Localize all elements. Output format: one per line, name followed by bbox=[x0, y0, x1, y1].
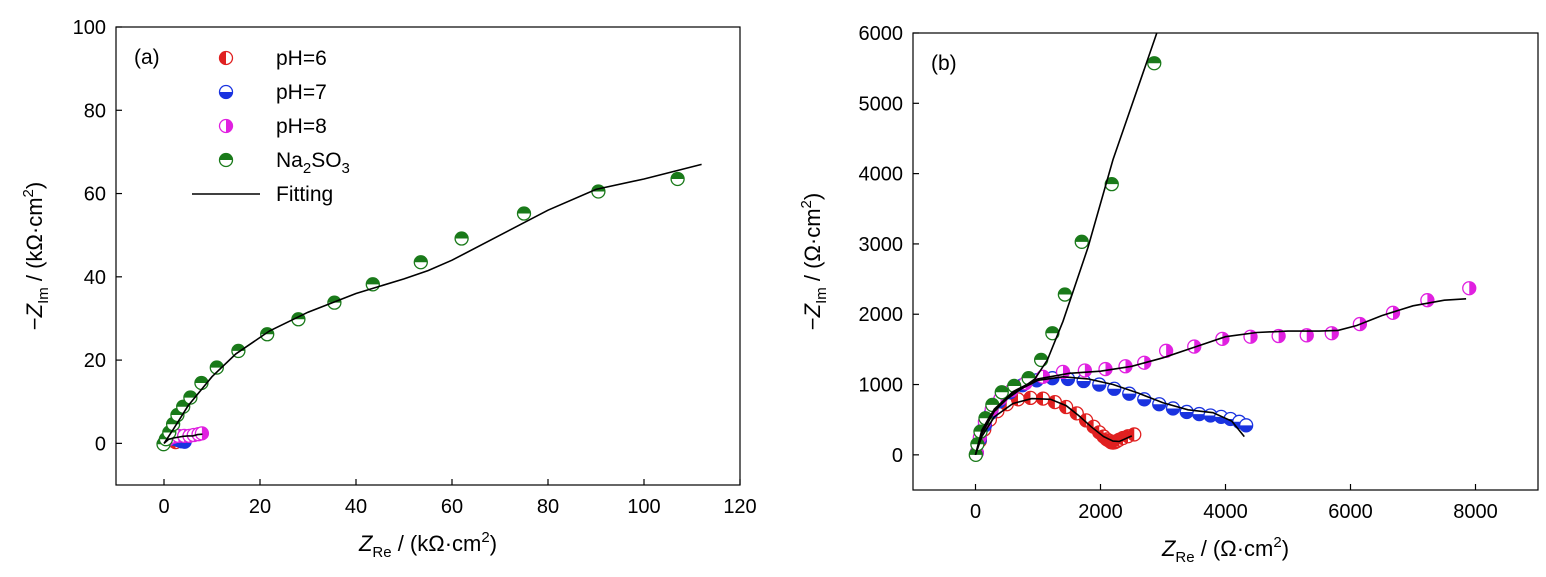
legend-marker bbox=[218, 152, 234, 168]
y-tick-label: 2000 bbox=[859, 304, 904, 326]
x-tick-label: 8000 bbox=[1453, 501, 1498, 523]
legend-label: pH=6 bbox=[276, 47, 327, 70]
x-tick-label: 2000 bbox=[1078, 501, 1123, 523]
data-point bbox=[413, 255, 428, 270]
legend-item-ph-7: pH=7 bbox=[218, 81, 327, 104]
y-tick-label: 0 bbox=[95, 433, 106, 455]
legend-item-fitting: Fitting bbox=[192, 183, 333, 206]
plot-frame bbox=[115, 26, 741, 486]
data-point bbox=[1077, 363, 1093, 378]
data-point bbox=[183, 390, 198, 405]
x-tick-label: 6000 bbox=[1328, 501, 1373, 523]
data-point bbox=[1033, 352, 1049, 368]
data-point bbox=[1158, 343, 1174, 358]
legend: pH=6 pH=7 pH=8 Na2SO3 Fitting bbox=[192, 47, 350, 206]
legend-marker bbox=[218, 50, 234, 66]
data-point bbox=[1047, 394, 1063, 410]
fitting-line bbox=[974, 298, 1467, 456]
fitting-line bbox=[163, 433, 203, 445]
data-point bbox=[1127, 427, 1142, 442]
series-na2so3 bbox=[156, 171, 685, 452]
x-axis-title: ZRe / (Ω·cm2) bbox=[1161, 534, 1289, 566]
legend-item-ph-8: pH=8 bbox=[218, 115, 327, 138]
y-tick-label: 4000 bbox=[859, 164, 904, 186]
panel-a: 0 20 40 60 80 100 120 0 20 40 60 80 100 ZRe / (kΩ·cm2… bbox=[20, 17, 757, 561]
x-tick-label: 40 bbox=[345, 496, 367, 518]
plot-area bbox=[968, 33, 1477, 462]
data-point bbox=[1057, 287, 1073, 302]
data-point bbox=[1118, 359, 1133, 374]
x-tick-label: 80 bbox=[537, 496, 559, 518]
data-point bbox=[1104, 177, 1119, 192]
data-point bbox=[209, 360, 224, 375]
data-point bbox=[1179, 404, 1194, 420]
data-point bbox=[1098, 361, 1113, 377]
y-tick-label: 80 bbox=[84, 100, 106, 122]
x-tick-label: 0 bbox=[158, 496, 169, 518]
y-tick-label: 1000 bbox=[859, 375, 904, 397]
x-tick-label: 4000 bbox=[1203, 501, 1248, 523]
y-tick-label: 3000 bbox=[859, 234, 904, 256]
data-point bbox=[1074, 234, 1089, 249]
x-tick-label: 0 bbox=[970, 501, 981, 523]
fitting-line bbox=[974, 397, 1133, 456]
data-point bbox=[454, 231, 469, 246]
data-point bbox=[1271, 328, 1286, 344]
y-axis-title: −ZIm / (kΩ·cm2) bbox=[20, 182, 52, 330]
data-point bbox=[1238, 418, 1254, 433]
panel-label: (a) bbox=[134, 46, 160, 69]
data-point bbox=[591, 184, 606, 199]
y-tick-label: 6000 bbox=[859, 23, 904, 45]
data-point bbox=[994, 385, 1009, 400]
panel-label: (b) bbox=[931, 52, 957, 75]
y-tick-label: 20 bbox=[84, 350, 106, 372]
plot-area bbox=[156, 163, 702, 452]
data-point bbox=[194, 426, 210, 441]
data-point bbox=[1147, 56, 1162, 71]
data-point bbox=[516, 206, 532, 221]
fitting-line bbox=[974, 375, 1245, 456]
y-tick-label: 100 bbox=[73, 17, 106, 39]
data-point bbox=[1023, 390, 1038, 406]
data-point bbox=[1324, 326, 1339, 341]
data-point bbox=[1215, 331, 1230, 346]
y-tick-label: 40 bbox=[84, 267, 106, 289]
legend-label: pH=7 bbox=[276, 81, 327, 104]
y-tick-label: 60 bbox=[84, 184, 106, 206]
x-axis-title: ZRe / (kΩ·cm2) bbox=[358, 529, 497, 561]
legend-item-na2so3: Na2SO3 bbox=[218, 149, 350, 177]
y-tick-label: 5000 bbox=[859, 93, 904, 115]
data-point bbox=[670, 171, 685, 187]
data-point bbox=[1299, 328, 1314, 343]
panel-b: 0 2000 4000 6000 8000 0 1000 2000 3000 4000 5000 60… bbox=[798, 23, 1539, 566]
legend-label: Fitting bbox=[276, 183, 333, 206]
y-axis-title: −ZIm / (Ω·cm2) bbox=[798, 193, 830, 330]
y-tick-label: 0 bbox=[892, 445, 903, 467]
fitting-line bbox=[163, 163, 702, 444]
legend-label: pH=8 bbox=[276, 115, 327, 138]
legend-marker bbox=[218, 84, 234, 100]
data-point bbox=[1462, 281, 1477, 296]
x-tick-label: 100 bbox=[627, 496, 660, 518]
x-tick-label: 20 bbox=[249, 496, 271, 518]
legend-item-ph-6: pH=6 bbox=[218, 47, 327, 70]
x-tick-label: 120 bbox=[723, 496, 756, 518]
series-ph-8 bbox=[969, 281, 1477, 460]
legend-marker bbox=[218, 118, 234, 134]
x-tick-label: 60 bbox=[441, 496, 463, 518]
legend-label: Na2SO3 bbox=[276, 149, 350, 177]
